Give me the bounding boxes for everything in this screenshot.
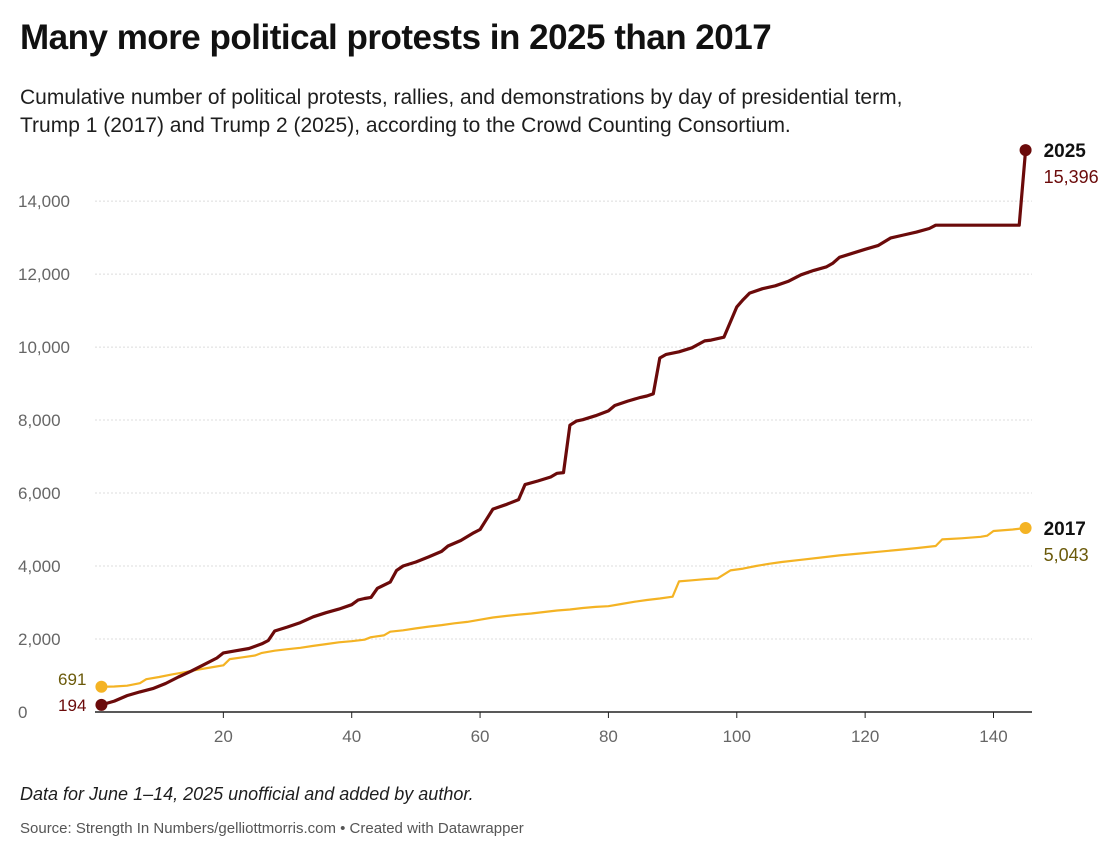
x-tick-label: 100 bbox=[723, 727, 751, 746]
x-tick-label: 60 bbox=[471, 727, 490, 746]
y-tick-label: 10,000 bbox=[18, 338, 70, 357]
series-end-dot-2025 bbox=[1019, 144, 1032, 157]
series-name-label-2025: 2025 bbox=[1044, 141, 1087, 162]
y-tick-label: 14,000 bbox=[18, 192, 70, 211]
y-tick-label: 4,000 bbox=[18, 557, 61, 576]
series-start-dot-2025 bbox=[95, 698, 108, 711]
y-tick-label: 0 bbox=[18, 703, 27, 722]
series-labels: 194 2025 15,396 691 2017 5,043 bbox=[58, 141, 1099, 715]
series-line-2025 bbox=[99, 148, 1028, 707]
y-tick-label: 2,000 bbox=[18, 630, 61, 649]
chart-subtitle: Cumulative number of political protests,… bbox=[20, 84, 1100, 140]
series-end-value-label-2025: 15,396 bbox=[1044, 167, 1099, 187]
grid-lines bbox=[95, 200, 1032, 713]
x-tick-label: 80 bbox=[599, 727, 618, 746]
x-tick-label: 40 bbox=[342, 727, 361, 746]
data-note: Data for June 1–14, 2025 unofficial and … bbox=[20, 784, 474, 804]
y-tick-label: 8,000 bbox=[18, 411, 61, 430]
series-end-dot-2017 bbox=[1019, 521, 1032, 534]
subtitle-line-2: Trump 1 (2017) and Trump 2 (2025), accor… bbox=[20, 114, 791, 137]
source-line: Source: Strength In Numbers/gelliottmorr… bbox=[20, 820, 524, 837]
series-start-label-2025: 194 bbox=[58, 696, 86, 715]
x-tick-label: 120 bbox=[851, 727, 879, 746]
y-tick-label: 6,000 bbox=[18, 484, 61, 503]
series-line-2017 bbox=[100, 526, 1027, 688]
x-tick-label: 20 bbox=[214, 727, 233, 746]
subtitle-line-1: Cumulative number of political protests,… bbox=[20, 86, 903, 109]
x-tick-label: 140 bbox=[979, 727, 1007, 746]
x-axis-ticks: 20 40 60 80 100 120 140 bbox=[214, 712, 1008, 746]
series-name-label-2017: 2017 bbox=[1044, 519, 1086, 540]
y-tick-label: 12,000 bbox=[18, 265, 70, 284]
series-start-label-2017: 691 bbox=[58, 670, 86, 689]
chart-title: Many more political protests in 2025 tha… bbox=[20, 18, 772, 57]
y-axis-ticks: 0 2,000 4,000 6,000 8,000 10,000 12,000 14,000 bbox=[18, 192, 70, 722]
series-end-value-label-2017: 5,043 bbox=[1044, 545, 1089, 565]
series-group bbox=[95, 144, 1032, 711]
series-start-dot-2017 bbox=[95, 680, 108, 693]
